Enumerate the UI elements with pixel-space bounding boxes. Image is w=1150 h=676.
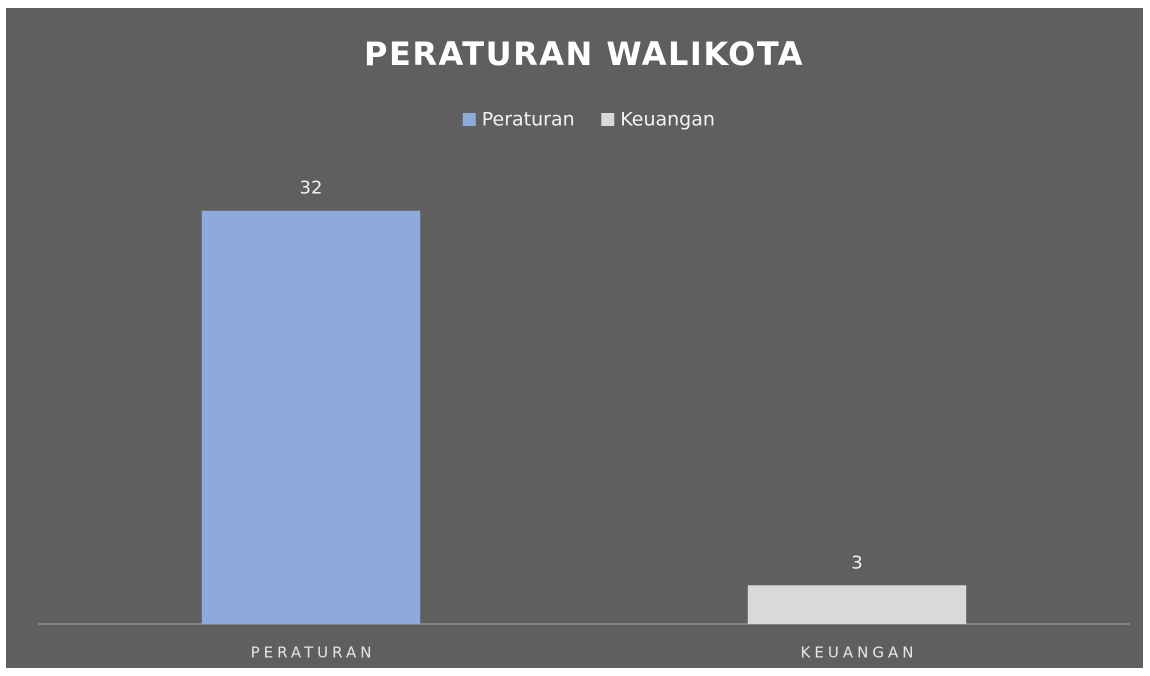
chart-title: PERATURAN WALIKOTA [364,35,804,73]
legend-label: Peraturan [482,109,575,131]
bar [747,585,967,624]
value-label: 3 [851,552,862,573]
chart-background [6,8,1143,668]
legend-label: Keuangan [620,109,715,131]
value-label: 32 [300,178,323,199]
x-tick-label: KEUANGAN [801,644,918,662]
x-tick-label: PERATURAN [251,644,376,662]
bar [201,210,421,624]
legend-swatch [462,113,476,126]
legend-swatch [601,113,615,126]
